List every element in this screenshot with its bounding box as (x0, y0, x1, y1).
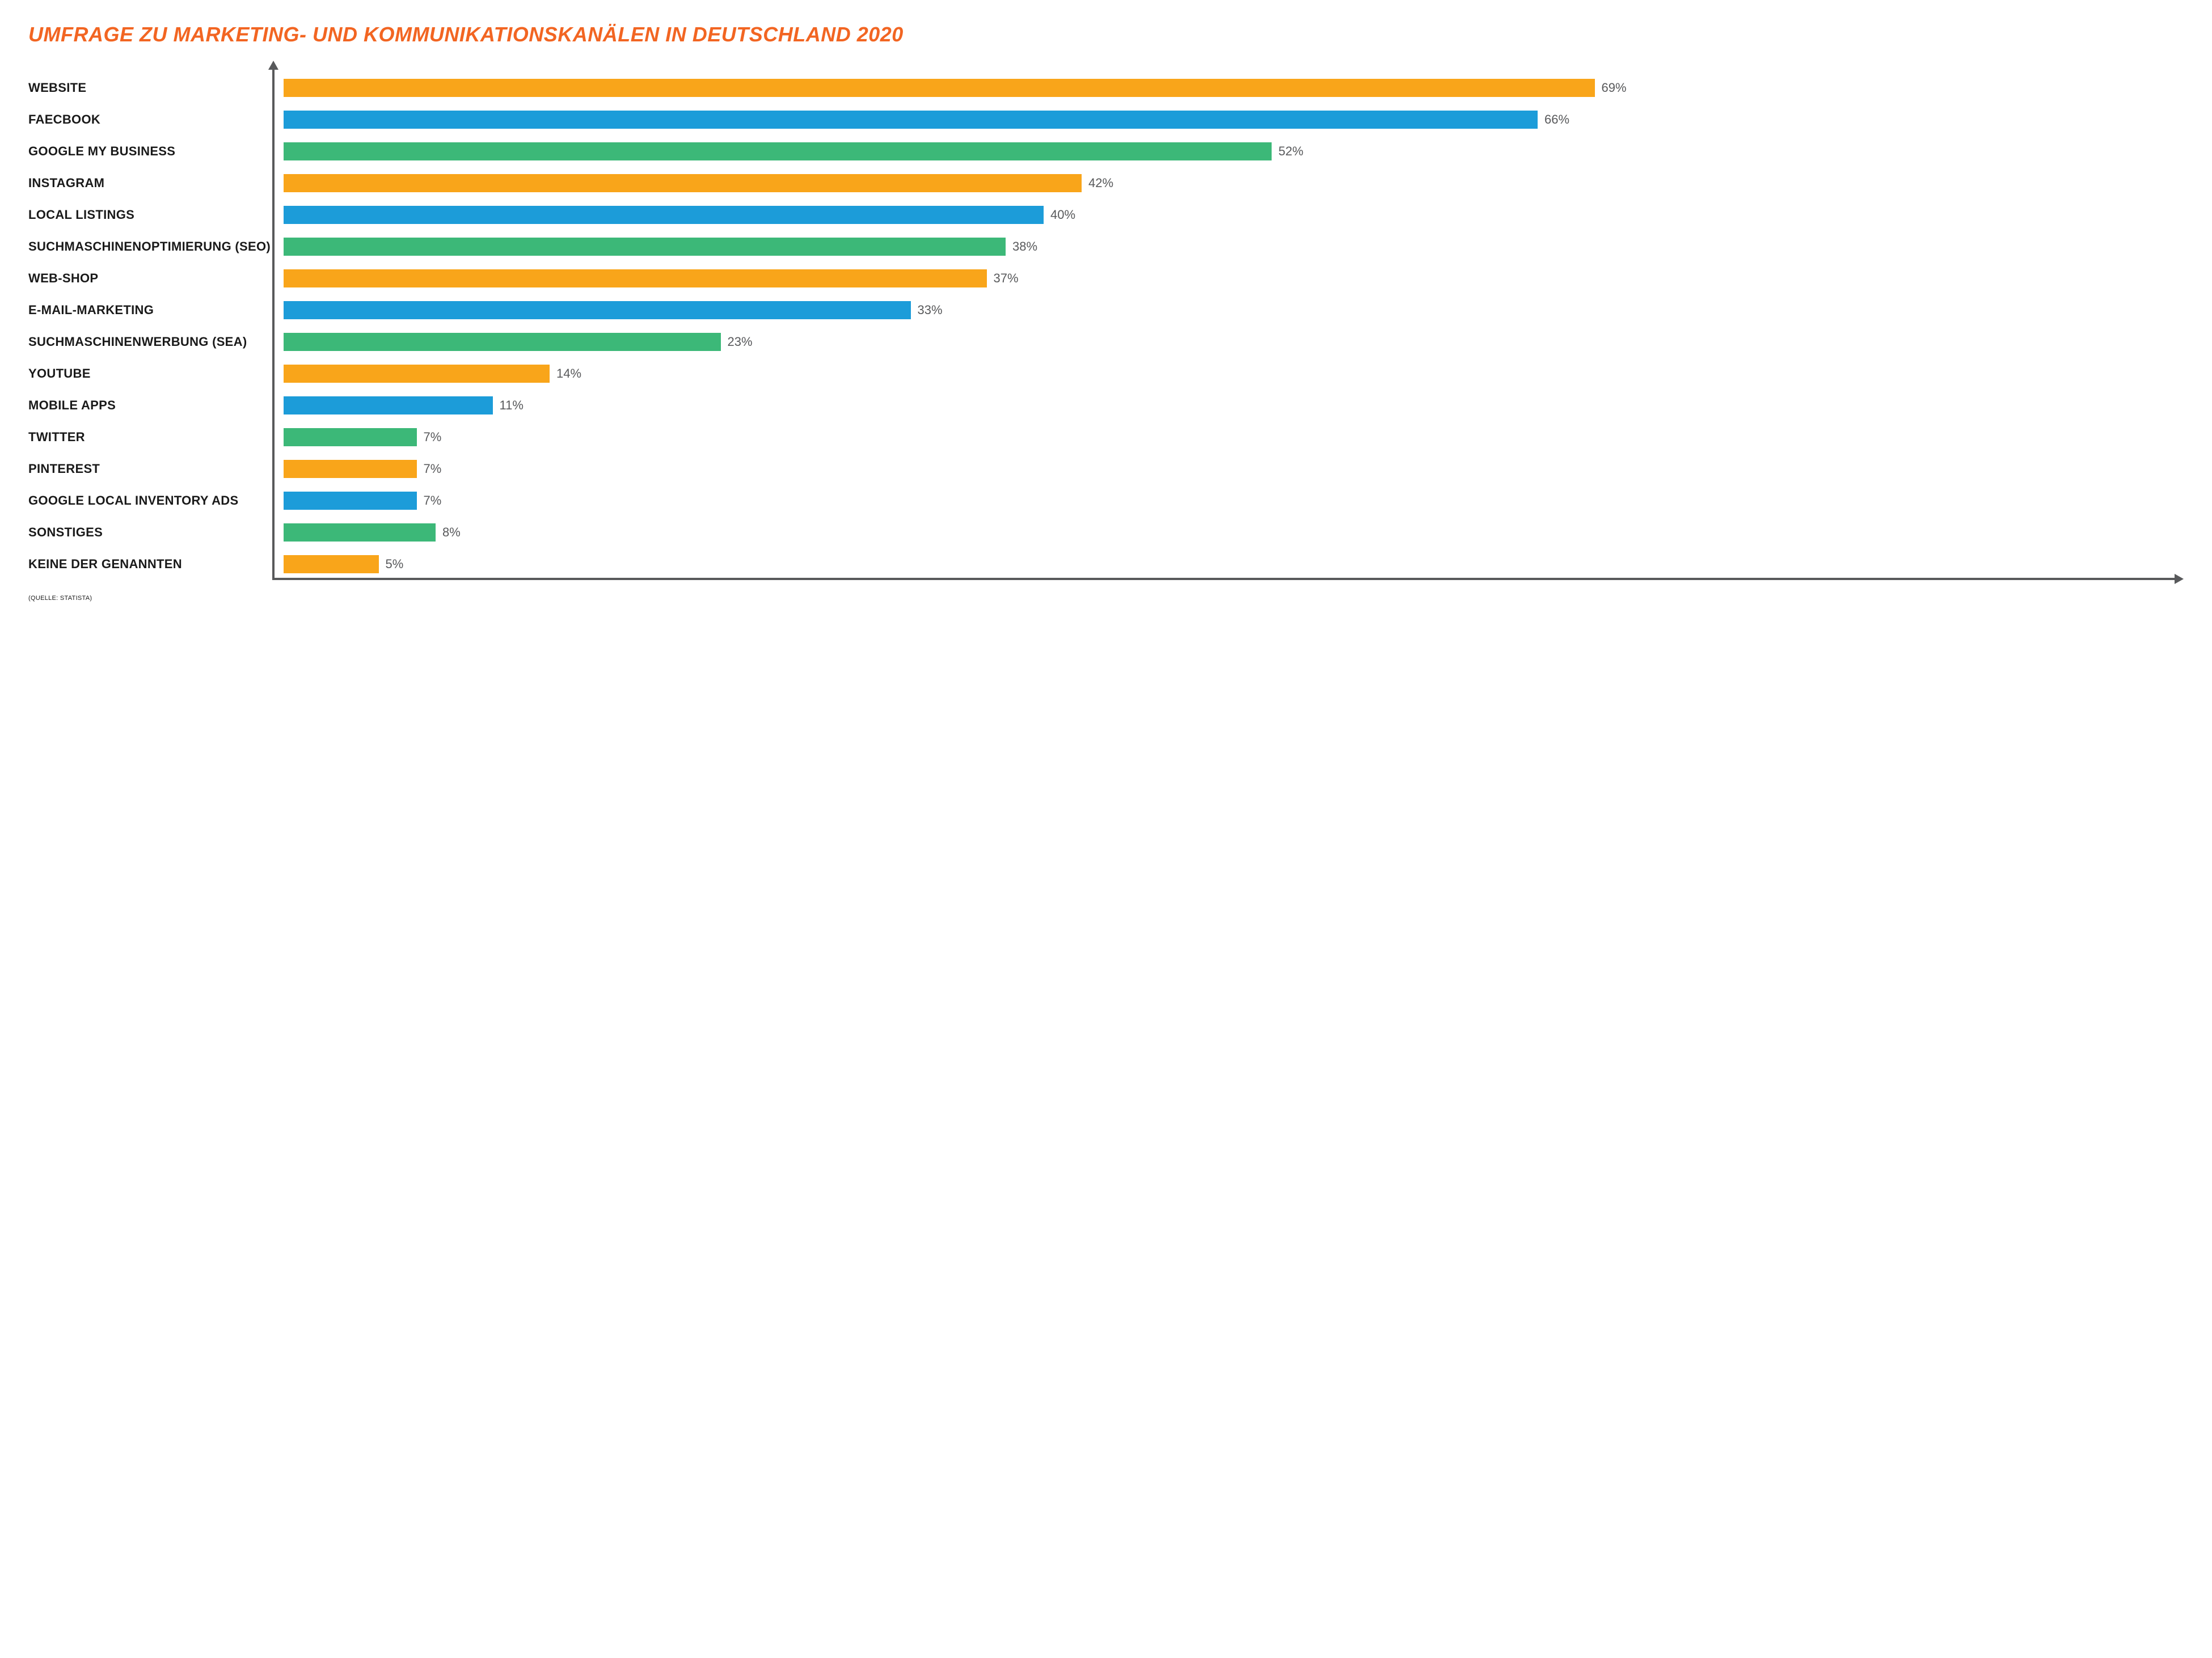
bar-value-label: 7% (424, 430, 442, 445)
bar-row: 33% (284, 294, 2184, 326)
bar-row: 23% (284, 326, 2184, 358)
bar (284, 460, 417, 478)
x-axis-arrow-icon (2175, 574, 2184, 584)
bars-area: 69% 66% 52% 42% 40% 38% 37% 33% 23% 14% 11% 7% 7% 7% 8… (284, 72, 2184, 580)
category-label: LOCAL LISTINGS (28, 199, 272, 231)
bar-row: 7% (284, 453, 2184, 485)
category-label: FAECBOOK (28, 104, 272, 136)
bar (284, 492, 417, 510)
category-label: INSTAGRAM (28, 167, 272, 199)
bar-row: 52% (284, 136, 2184, 167)
category-label: YOUTUBE (28, 358, 272, 390)
category-label: WEBSITE (28, 72, 272, 104)
bar-value-label: 42% (1088, 176, 1113, 191)
bar (284, 396, 493, 415)
bar (284, 142, 1272, 160)
chart-source: (QUELLE: STATISTA) (28, 595, 2184, 602)
category-label: SUCHMASCHINENOPTIMIERUNG (SEO) (28, 231, 272, 263)
y-axis-arrow-icon (268, 61, 278, 70)
bar-row: 42% (284, 167, 2184, 199)
category-label: GOOGLE MY BUSINESS (28, 136, 272, 167)
bar (284, 365, 550, 383)
bar-value-label: 7% (424, 462, 442, 476)
bar-value-label: 69% (1602, 81, 1627, 95)
category-label: WEB-SHOP (28, 263, 272, 294)
bar-row: 11% (284, 390, 2184, 421)
bar-row: 69% (284, 72, 2184, 104)
category-label: SONSTIGES (28, 517, 272, 548)
bar-value-label: 38% (1012, 239, 1037, 254)
bar (284, 301, 911, 319)
bar-value-label: 52% (1278, 144, 1303, 159)
bar (284, 238, 1006, 256)
bar (284, 428, 417, 446)
bar (284, 333, 721, 351)
bar-row: 5% (284, 548, 2184, 580)
bar (284, 174, 1082, 192)
category-label: PINTEREST (28, 453, 272, 485)
bar (284, 79, 1595, 97)
bar-row: 38% (284, 231, 2184, 263)
category-label: SUCHMASCHINENWERBUNG (SEA) (28, 326, 272, 358)
bar-row: 7% (284, 485, 2184, 517)
category-label: TWITTER (28, 421, 272, 453)
bar-row: 8% (284, 517, 2184, 548)
category-label: E-MAIL-MARKETING (28, 294, 272, 326)
bar-row: 7% (284, 421, 2184, 453)
bar-row: 66% (284, 104, 2184, 136)
category-label: KEINE DER GENANNTEN (28, 548, 272, 580)
category-labels-column: WEBSITEFAECBOOKGOOGLE MY BUSINESSINSTAGR… (28, 66, 272, 591)
bar-value-label: 66% (1544, 112, 1569, 127)
bar-row: 40% (284, 199, 2184, 231)
x-axis (272, 578, 2178, 580)
bar-value-label: 11% (500, 398, 524, 413)
category-label: GOOGLE LOCAL INVENTORY ADS (28, 485, 272, 517)
chart-area: WEBSITEFAECBOOKGOOGLE MY BUSINESSINSTAGR… (28, 66, 2184, 591)
bar-value-label: 8% (442, 525, 461, 540)
bar-row: 14% (284, 358, 2184, 390)
bar (284, 206, 1044, 224)
bar-value-label: 7% (424, 493, 442, 508)
bar (284, 523, 436, 542)
chart-title: UMFRAGE ZU MARKETING- UND KOMMUNIKATIONS… (28, 23, 2184, 46)
bar-value-label: 33% (918, 303, 943, 318)
plot-area: 69% 66% 52% 42% 40% 38% 37% 33% 23% 14% 11% 7% 7% 7% 8… (272, 66, 2184, 591)
category-label: MOBILE APPS (28, 390, 272, 421)
bar-value-label: 14% (556, 366, 581, 381)
bar (284, 269, 987, 287)
bar-value-label: 23% (728, 335, 753, 349)
bar-value-label: 37% (994, 271, 1019, 286)
bar-value-label: 40% (1050, 208, 1075, 222)
bar-value-label: 5% (386, 557, 404, 572)
bar (284, 111, 1538, 129)
bar-row: 37% (284, 263, 2184, 294)
y-axis (272, 66, 275, 580)
bar (284, 555, 379, 573)
